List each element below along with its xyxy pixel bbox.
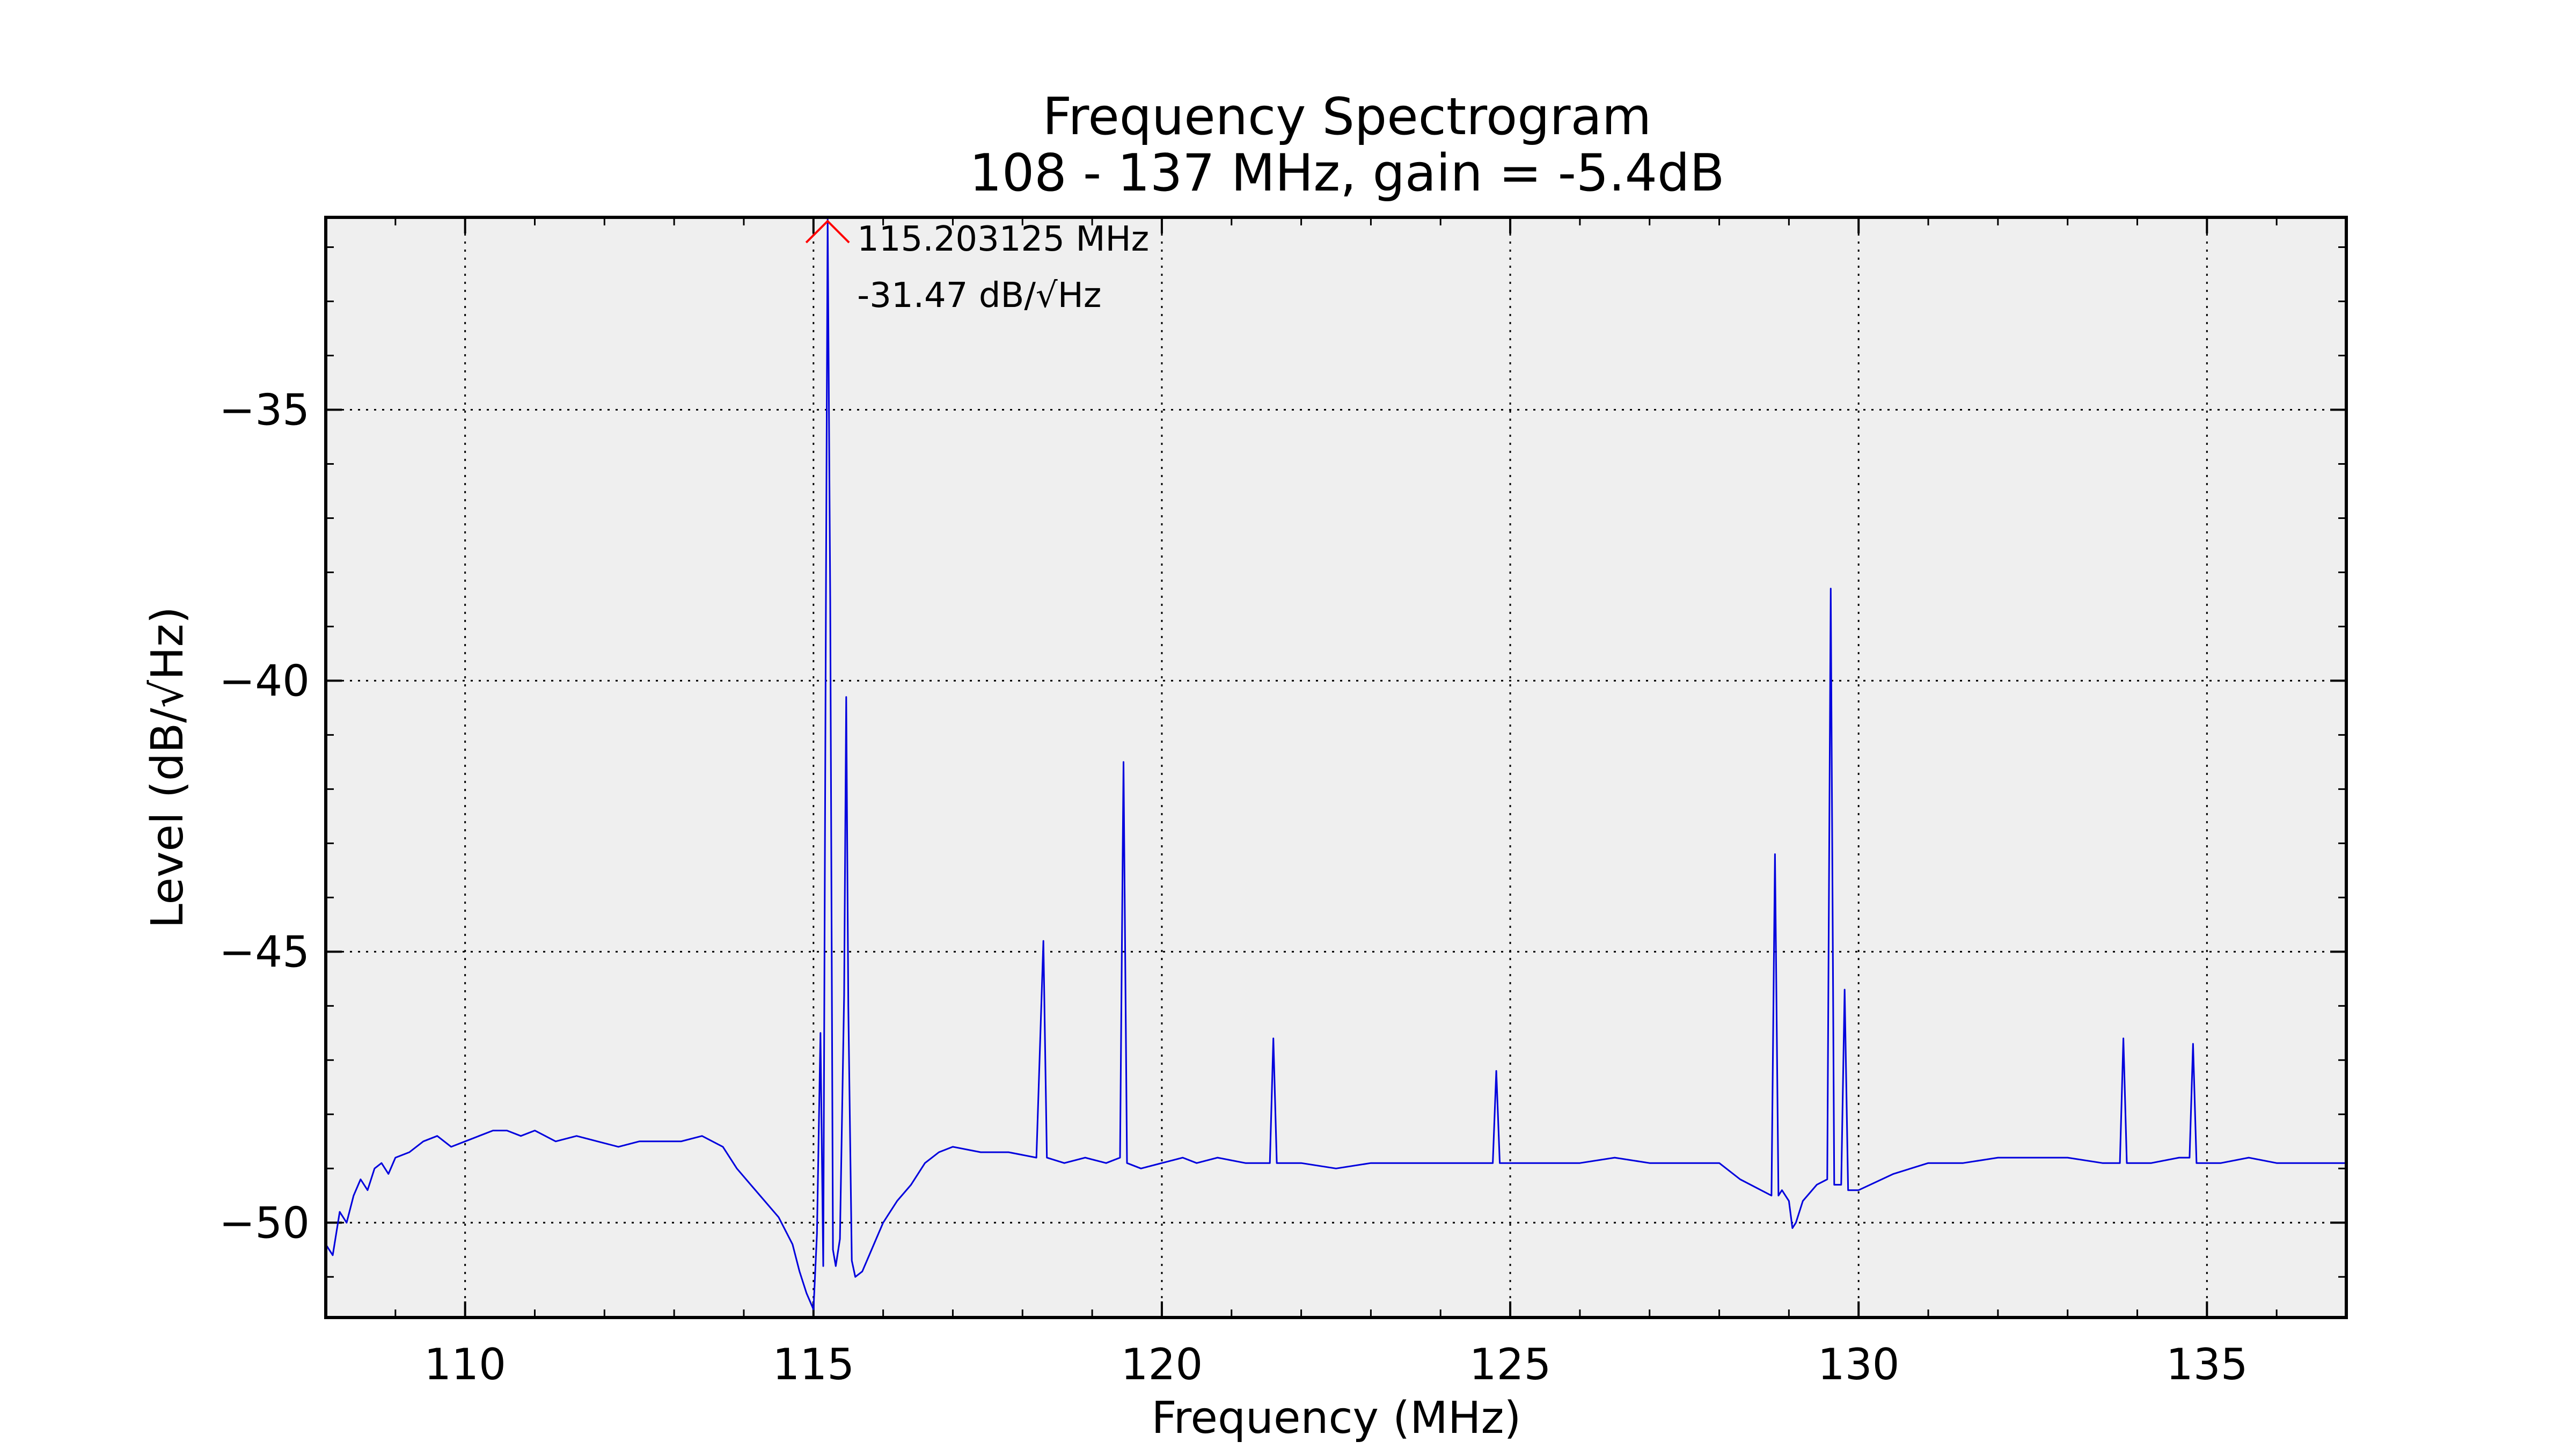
- chart-subtitle: 108 - 137 MHz, gain = -5.4dB: [969, 144, 1724, 203]
- x-axis-label: Frequency (MHz): [1151, 1393, 1521, 1444]
- series-line: [325, 217, 2346, 1311]
- y-tick-label: −35: [219, 385, 310, 435]
- y-tick-labels: −35 −40 −45 −50: [219, 385, 310, 1248]
- plot-area: [326, 217, 2346, 1318]
- peak-marker: [805, 219, 850, 244]
- grid: [326, 217, 2346, 1318]
- x-tick-label: 130: [1818, 1340, 1900, 1389]
- x-tick-label: 110: [424, 1340, 506, 1389]
- y-axis-label: Level (dB/√Hz): [142, 606, 193, 928]
- peak-annotation-level: -31.47 dB/√Hz: [857, 276, 1101, 316]
- y-tick-label: −50: [219, 1198, 310, 1248]
- chart-title: Frequency Spectrogram: [1043, 87, 1652, 147]
- x-tick-label: 125: [1469, 1340, 1552, 1389]
- y-tick-label: −45: [219, 927, 310, 977]
- plot-frame: [324, 216, 2348, 1319]
- peak-marker-chevron: [805, 219, 850, 244]
- x-tick-labels: 110 115 120 125 130 135: [424, 1340, 2248, 1389]
- peak-annotation-frequency: 115.203125 MHz: [857, 219, 1149, 259]
- x-tick-label: 135: [2166, 1340, 2248, 1389]
- x-tick-label: 115: [772, 1340, 854, 1389]
- y-tick-label: −40: [219, 656, 310, 706]
- x-tick-label: 120: [1121, 1340, 1203, 1389]
